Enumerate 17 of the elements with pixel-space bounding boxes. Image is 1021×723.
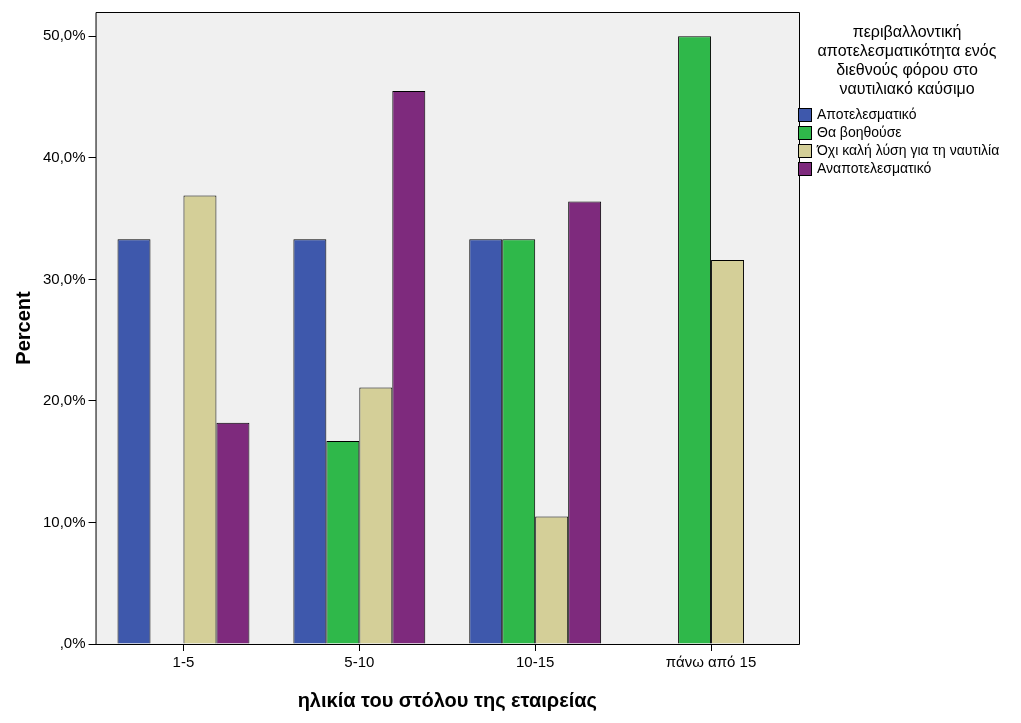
y-tick-label: 30,0% bbox=[42, 269, 86, 287]
x-axis-title: ηλικία του στόλου της εταιρείας bbox=[297, 688, 597, 711]
y-tick-label: ,0% bbox=[59, 634, 86, 652]
y-axis-title: Percent bbox=[11, 290, 34, 365]
legend-label: Αναποτελεσματικό bbox=[817, 160, 932, 176]
legend-label: Όχι καλή λύση για τη ναυτιλία bbox=[817, 142, 1000, 158]
x-tick-label: 1-5 bbox=[172, 653, 195, 671]
legend-label: Αποτελεσματικό bbox=[817, 106, 917, 122]
x-tick-label: 5-10 bbox=[344, 653, 375, 671]
y-tick-label: 50,0% bbox=[42, 26, 86, 44]
y-tick-label: 20,0% bbox=[42, 391, 86, 409]
x-tick-label: 10-15 bbox=[516, 653, 555, 671]
x-tick-label: πάνω από 15 bbox=[665, 653, 757, 671]
legend-label: Θα βοηθούσε bbox=[817, 124, 902, 140]
legend-title: περιβαλλοντική αποτελεσματικότητα ενός διεθνούς φόρου στο ναυτιλιακό καύσιμο bbox=[816, 22, 998, 98]
y-tick-label: 10,0% bbox=[42, 512, 86, 530]
y-tick-label: 40,0% bbox=[42, 147, 86, 165]
